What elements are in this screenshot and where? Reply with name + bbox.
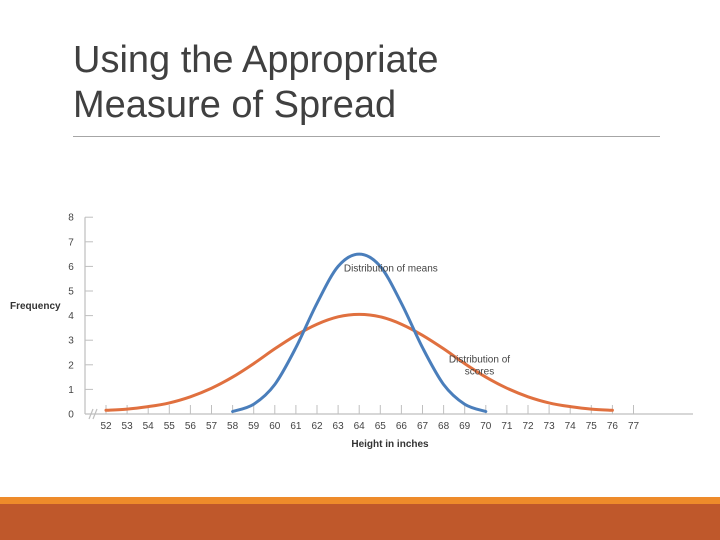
chart-series bbox=[104, 252, 614, 413]
x-tick-label: 55 bbox=[164, 421, 176, 432]
title-divider bbox=[73, 136, 660, 137]
y-tick-label: 6 bbox=[68, 262, 74, 273]
x-tick-label: 68 bbox=[438, 421, 450, 432]
footer-band bbox=[0, 504, 720, 540]
y-tick-label: 8 bbox=[68, 213, 74, 224]
y-axis-title: Frequency bbox=[10, 301, 61, 312]
x-tick-label: 54 bbox=[143, 421, 155, 432]
chart-annotations: Distribution of means Distribution ofscor… bbox=[344, 263, 510, 377]
x-tick-label: 70 bbox=[480, 421, 492, 432]
x-tick-label: 56 bbox=[185, 421, 197, 432]
slide-title: Using the Appropriate Measure of Spread bbox=[73, 38, 673, 128]
x-tick-label: 76 bbox=[607, 421, 619, 432]
x-tick-label: 75 bbox=[586, 421, 598, 432]
y-tick-label: 2 bbox=[68, 360, 74, 371]
y-tick-label: 5 bbox=[68, 287, 74, 298]
x-tick-label: 77 bbox=[628, 421, 640, 432]
x-tick-label: 59 bbox=[248, 421, 260, 432]
y-tick-label: 7 bbox=[68, 237, 74, 248]
x-tick-label: 58 bbox=[227, 421, 239, 432]
x-tick-label: 67 bbox=[417, 421, 429, 432]
x-tick-label: 64 bbox=[354, 421, 366, 432]
x-tick-label: 69 bbox=[459, 421, 471, 432]
y-tick-label: 4 bbox=[68, 311, 74, 322]
x-tick-label: 57 bbox=[206, 421, 218, 432]
x-axis-title: Height in inches bbox=[351, 439, 429, 450]
y-tick-label: 1 bbox=[68, 385, 74, 396]
slide-title-line-1: Using the Appropriate bbox=[73, 39, 439, 81]
x-tick-label: 52 bbox=[100, 421, 112, 432]
x-tick-label: 61 bbox=[290, 421, 302, 432]
x-tick-label: 60 bbox=[269, 421, 281, 432]
x-tick-label: 63 bbox=[333, 421, 345, 432]
annotation-scores: scores bbox=[465, 366, 494, 377]
x-tick-label: 72 bbox=[522, 421, 534, 432]
x-tick-label: 65 bbox=[375, 421, 387, 432]
x-tick-label: 53 bbox=[122, 421, 134, 432]
axis-break-mark bbox=[88, 408, 94, 420]
x-tick-label: 62 bbox=[311, 421, 323, 432]
x-tick-label: 74 bbox=[565, 421, 577, 432]
x-tick-label: 71 bbox=[501, 421, 513, 432]
slide-title-line-2: Measure of Spread bbox=[73, 84, 397, 126]
annotation-scores: Distribution of bbox=[449, 354, 510, 365]
series-line-scores bbox=[104, 312, 614, 412]
axis-break-mark bbox=[92, 408, 98, 420]
footer-accent-stripe bbox=[0, 497, 720, 504]
y-tick-label: 3 bbox=[68, 336, 74, 347]
y-tick-label: 0 bbox=[68, 410, 74, 421]
series-line-means bbox=[231, 252, 488, 413]
x-tick-label: 66 bbox=[396, 421, 408, 432]
x-tick-label: 73 bbox=[544, 421, 556, 432]
annotation-means: Distribution of means bbox=[344, 263, 438, 274]
